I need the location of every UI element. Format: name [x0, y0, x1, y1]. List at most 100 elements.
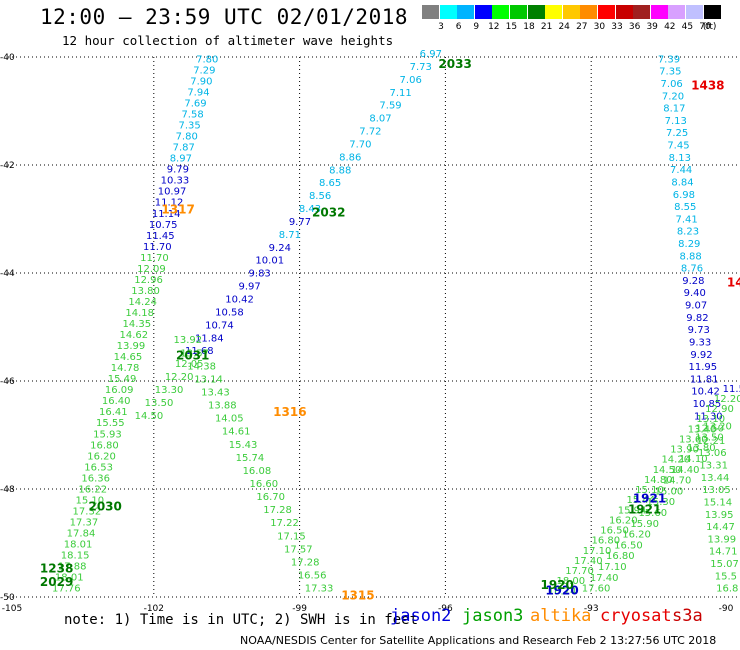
swh-value: 8.29: [678, 239, 700, 250]
swh-value: 8.65: [319, 178, 341, 189]
time-label: 2030: [88, 500, 121, 514]
swh-value: 14.62: [120, 330, 149, 341]
legend-swatch: [668, 5, 686, 19]
swh-value: 7.20: [662, 91, 684, 102]
swh-value: 13.90: [670, 445, 699, 456]
swh-value: 15.74: [236, 453, 265, 464]
legend-value: 45: [681, 22, 694, 32]
swh-value: 11.70: [140, 253, 169, 264]
legend-swatch: [650, 5, 668, 19]
time-label: 2031: [176, 348, 209, 362]
satellite-jason2: jason2: [390, 606, 452, 626]
legend-swatch: [422, 5, 439, 19]
swh-value: 11.95: [689, 362, 718, 373]
swh-value: 14.35: [122, 319, 151, 330]
swh-value: 16.50: [614, 540, 643, 551]
swh-value: 15.00: [655, 486, 684, 497]
swh-value: 11.30: [694, 411, 723, 422]
swh-value: 16.20: [87, 451, 116, 462]
swh-value: 15.14: [703, 497, 732, 508]
swh-value: 13.14: [194, 374, 223, 385]
swh-value: 12.50: [695, 424, 724, 435]
legend-value: 30: [593, 22, 606, 32]
swh-value: 11.70: [143, 242, 172, 253]
swh-value: 9.79: [167, 165, 189, 176]
swh-value: 13.50: [145, 398, 174, 409]
swh-value: 7.35: [659, 67, 681, 78]
swh-value: 15.60: [638, 508, 667, 519]
legend-swatch: [492, 5, 510, 19]
swh-value: 13.99: [708, 534, 737, 545]
swh-value: 17.57: [284, 544, 313, 555]
legend-value: 70: [699, 22, 711, 32]
swh-value: 9.24: [269, 243, 291, 254]
swh-value: 12.20: [165, 372, 194, 383]
swh-value: 13.30: [155, 385, 184, 396]
swh-value: 10.42: [225, 295, 254, 306]
swh-value: 11.81: [690, 374, 719, 385]
time-label: 1315: [341, 589, 374, 603]
legend-value: 18: [523, 22, 535, 32]
time-label: 1921: [633, 492, 666, 506]
swh-value: 17.32: [73, 506, 102, 517]
swh-value: 7.13: [665, 116, 687, 127]
swh-value: 13.80: [687, 443, 716, 454]
swh-value: 17.37: [70, 517, 99, 528]
legend-swatch: [474, 5, 492, 19]
swh-value: 17.28: [263, 505, 292, 516]
swh-value: 18.01: [55, 573, 84, 584]
swh-value: 7.94: [187, 87, 209, 98]
swh-value: 7.25: [666, 128, 688, 139]
swh-value: 8.97: [170, 154, 192, 165]
time-label: 1316: [273, 405, 306, 419]
swh-value: 16.80: [591, 536, 620, 547]
swh-value: 8.76: [681, 264, 703, 275]
swh-value: 7.41: [675, 214, 697, 225]
lon-tick-label: -105: [2, 604, 22, 614]
swh-value: 14.78: [111, 363, 140, 374]
legend-swatch: [633, 5, 651, 19]
swh-value: 7.87: [173, 143, 195, 154]
swh-value: 9.28: [682, 276, 704, 287]
lat-tick-label: -48: [0, 485, 15, 495]
swh-value: 8.84: [671, 177, 693, 188]
swh-value: 17.22: [270, 518, 299, 529]
time-label: 1317: [161, 203, 194, 217]
swh-value: 14.80: [644, 475, 673, 486]
credit-footer: NOAA/NESDIS Center for Satellite Applica…: [240, 634, 717, 647]
lat-tick-label: -40: [0, 53, 15, 63]
swh-value: 13.57: [180, 348, 209, 359]
swh-value: 14.70: [663, 476, 692, 487]
swh-value: 6.98: [673, 190, 695, 201]
swh-value: 13.20: [703, 422, 732, 433]
swh-value: 13.31: [699, 461, 728, 472]
swh-value: 16.20: [609, 515, 638, 526]
swh-value: 17.60: [582, 584, 611, 595]
legend-value: 24: [558, 22, 570, 32]
swh-value: 17.10: [583, 546, 612, 557]
swh-value: 10.01: [255, 256, 284, 267]
swh-value: 13.80: [131, 286, 160, 297]
legend-value: 3: [438, 22, 444, 32]
tracks-group: 7.807.297.907.947.697.587.357.807.878.97…: [40, 49, 740, 603]
swh-value: 16.08: [243, 466, 272, 477]
swh-value: 16.09: [105, 385, 134, 396]
swh-value: 8.07: [369, 114, 391, 125]
swh-value: 17.84: [67, 528, 96, 539]
swh-value: 9.83: [249, 269, 271, 280]
swh-value: 18.00: [556, 576, 585, 587]
swh-value: 16.40: [102, 396, 131, 407]
swh-value: 14.38: [187, 361, 216, 372]
swh-value: 15.30: [647, 497, 676, 508]
swh-value: 14.40: [671, 465, 700, 476]
swh-value: 14.50: [653, 465, 682, 476]
swh-value: 6.97: [420, 49, 442, 60]
swh-value: 16.80: [606, 551, 635, 562]
swh-value: 13.50: [695, 432, 724, 443]
lat-tick-label: -50: [0, 593, 15, 603]
swh-value: 15.5: [715, 571, 737, 582]
swh-value: 7.45: [667, 141, 689, 152]
swh-value: 16.60: [249, 479, 278, 490]
legend-value: 9: [473, 22, 480, 32]
